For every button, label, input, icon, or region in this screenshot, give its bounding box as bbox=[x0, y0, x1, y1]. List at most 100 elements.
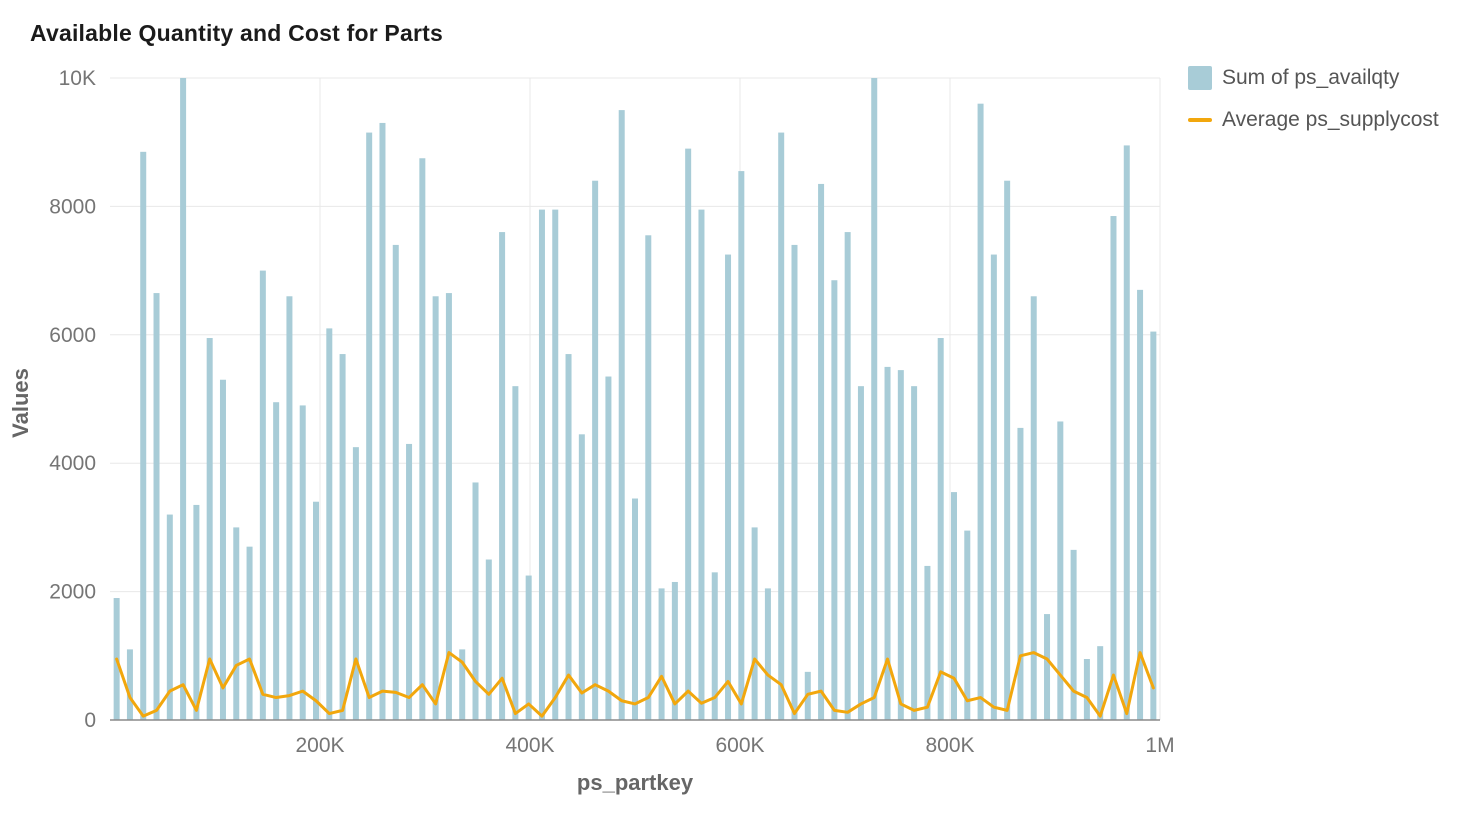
bar[interactable] bbox=[1137, 289, 1144, 720]
bar[interactable] bbox=[286, 296, 293, 720]
y-tick-label: 4000 bbox=[49, 452, 96, 475]
legend-item-availqty[interactable]: Sum of ps_availqty bbox=[1188, 66, 1439, 90]
bar[interactable] bbox=[445, 293, 452, 720]
bar[interactable] bbox=[206, 338, 213, 720]
bar[interactable] bbox=[406, 443, 413, 720]
bar[interactable] bbox=[990, 254, 997, 721]
bar[interactable] bbox=[432, 296, 439, 720]
bar[interactable] bbox=[698, 209, 705, 721]
y-tick-label: 8000 bbox=[49, 195, 96, 218]
supplycost-line[interactable] bbox=[115, 651, 1155, 718]
bar[interactable] bbox=[884, 366, 891, 720]
bar[interactable] bbox=[299, 405, 306, 720]
bar[interactable] bbox=[857, 386, 864, 720]
bar[interactable] bbox=[1057, 421, 1064, 720]
bar[interactable] bbox=[565, 354, 572, 720]
bar[interactable] bbox=[791, 244, 798, 721]
bar[interactable] bbox=[605, 376, 612, 720]
bar[interactable] bbox=[1123, 145, 1130, 720]
bar[interactable] bbox=[499, 232, 506, 720]
bar[interactable] bbox=[313, 501, 320, 720]
bar[interactable] bbox=[246, 546, 253, 720]
x-tick-label: 200K bbox=[295, 734, 344, 757]
bar[interactable] bbox=[273, 402, 280, 720]
bar[interactable] bbox=[525, 575, 532, 720]
bar[interactable] bbox=[1097, 646, 1104, 720]
bar[interactable] bbox=[219, 379, 226, 720]
bar[interactable] bbox=[1030, 296, 1037, 720]
bar[interactable] bbox=[233, 527, 240, 720]
bar[interactable] bbox=[911, 386, 918, 720]
bar[interactable] bbox=[725, 254, 732, 721]
bar[interactable] bbox=[592, 180, 599, 721]
bar[interactable] bbox=[764, 588, 771, 720]
bar[interactable] bbox=[1150, 331, 1157, 720]
bar[interactable] bbox=[538, 209, 545, 721]
line-series-swatch-icon bbox=[1188, 118, 1212, 122]
bar[interactable] bbox=[180, 78, 187, 720]
bar[interactable] bbox=[352, 447, 359, 720]
bar[interactable] bbox=[924, 565, 931, 720]
bar[interactable] bbox=[711, 572, 718, 720]
bar[interactable] bbox=[964, 530, 971, 720]
bar[interactable] bbox=[1070, 549, 1077, 720]
bar[interactable] bbox=[685, 148, 692, 720]
bar[interactable] bbox=[645, 235, 652, 721]
bar[interactable] bbox=[897, 370, 904, 720]
bar[interactable] bbox=[937, 338, 944, 720]
x-tick-label: 600K bbox=[715, 734, 764, 757]
bar[interactable] bbox=[778, 132, 785, 720]
bar[interactable] bbox=[738, 171, 745, 721]
bar[interactable] bbox=[618, 110, 625, 721]
bar[interactable] bbox=[472, 482, 479, 720]
bar-series-swatch-icon bbox=[1188, 66, 1212, 90]
bar[interactable] bbox=[126, 649, 133, 720]
bar[interactable] bbox=[831, 280, 838, 720]
legend-label-supplycost: Average ps_supplycost bbox=[1222, 108, 1439, 131]
bar[interactable] bbox=[751, 527, 758, 720]
x-tick-label: 800K bbox=[925, 734, 974, 757]
bar[interactable] bbox=[977, 103, 984, 721]
chart-title: Available Quantity and Cost for Parts bbox=[30, 20, 443, 46]
bar[interactable] bbox=[552, 209, 559, 721]
y-tick-label: 2000 bbox=[49, 581, 96, 604]
bar[interactable] bbox=[392, 244, 399, 721]
x-tick-label: 1M bbox=[1145, 734, 1174, 757]
bar[interactable] bbox=[166, 514, 173, 720]
bar[interactable] bbox=[366, 132, 373, 720]
bar[interactable] bbox=[844, 232, 851, 720]
legend: Sum of ps_availqty Average ps_supplycost bbox=[1188, 66, 1439, 132]
y-axis-title: Values bbox=[7, 368, 33, 438]
bar[interactable] bbox=[485, 559, 492, 721]
y-tick-label: 10K bbox=[59, 67, 96, 90]
bar[interactable] bbox=[1110, 216, 1117, 720]
bar[interactable] bbox=[1083, 659, 1090, 720]
bar[interactable] bbox=[419, 158, 426, 720]
bar[interactable] bbox=[459, 649, 466, 720]
bar[interactable] bbox=[671, 581, 678, 720]
bar[interactable] bbox=[1004, 180, 1011, 721]
x-axis-title: ps_partkey bbox=[576, 770, 694, 795]
bar[interactable] bbox=[379, 122, 386, 720]
x-tick-label: 400K bbox=[505, 734, 554, 757]
bar[interactable] bbox=[326, 328, 333, 720]
bar[interactable] bbox=[140, 151, 147, 720]
bar[interactable] bbox=[658, 588, 665, 720]
bar[interactable] bbox=[632, 498, 638, 720]
bar[interactable] bbox=[259, 270, 266, 720]
y-tick-label: 6000 bbox=[49, 324, 96, 347]
legend-item-supplycost[interactable]: Average ps_supplycost bbox=[1188, 108, 1439, 132]
bar[interactable] bbox=[1017, 427, 1024, 720]
bar[interactable] bbox=[1044, 614, 1051, 720]
bar[interactable] bbox=[193, 504, 200, 720]
y-tick-label: 0 bbox=[84, 709, 96, 732]
bar[interactable] bbox=[339, 354, 346, 720]
bar[interactable] bbox=[950, 492, 957, 720]
bar[interactable] bbox=[512, 386, 519, 720]
bar[interactable] bbox=[818, 183, 825, 720]
bar[interactable] bbox=[871, 78, 878, 720]
bar[interactable] bbox=[578, 434, 585, 720]
bar[interactable] bbox=[153, 293, 160, 720]
